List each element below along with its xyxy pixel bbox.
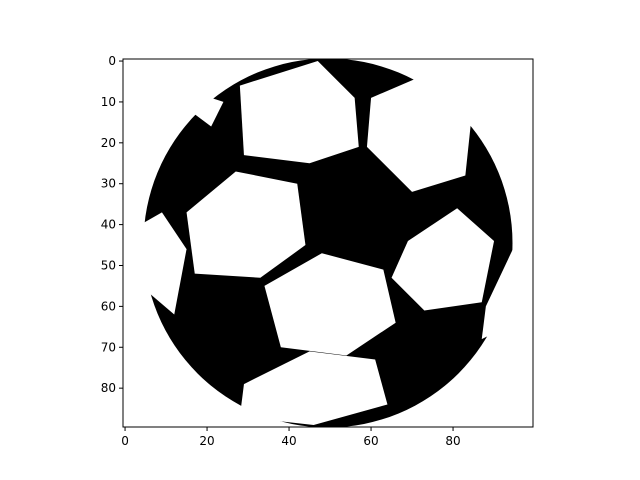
white-panel: [366, 73, 474, 192]
x-tick-label: 40: [281, 434, 296, 448]
x-tick-label: 20: [199, 434, 214, 448]
x-tick-label: 80: [445, 434, 460, 448]
white-panel: [133, 212, 187, 315]
y-tick-label: 40: [101, 218, 116, 232]
y-tick-label: 0: [108, 54, 116, 68]
y-axis: 0 10 20 30 40 50 60 70 80: [101, 54, 123, 395]
white-panel: [239, 351, 388, 425]
y-tick-label: 60: [101, 299, 116, 313]
y-tick-label: 80: [101, 381, 116, 395]
white-panel: [194, 97, 224, 127]
y-tick-label: 20: [101, 136, 116, 150]
y-tick-label: 10: [101, 95, 116, 109]
white-panel: [239, 61, 359, 164]
y-tick-label: 70: [101, 340, 116, 354]
y-tick-label: 30: [101, 177, 116, 191]
white-panel: [186, 171, 306, 278]
white-panel: [264, 253, 396, 356]
plot-area: [122, 58, 534, 428]
white-panels: [133, 61, 531, 425]
x-axis: 0 20 40 60 80: [121, 427, 461, 448]
y-tick-label: 50: [101, 258, 116, 272]
axes-frame: [122, 58, 534, 428]
x-tick-label: 60: [363, 434, 378, 448]
white-panel: [481, 236, 531, 340]
x-tick-label: 0: [121, 434, 129, 448]
white-panel: [391, 208, 495, 311]
